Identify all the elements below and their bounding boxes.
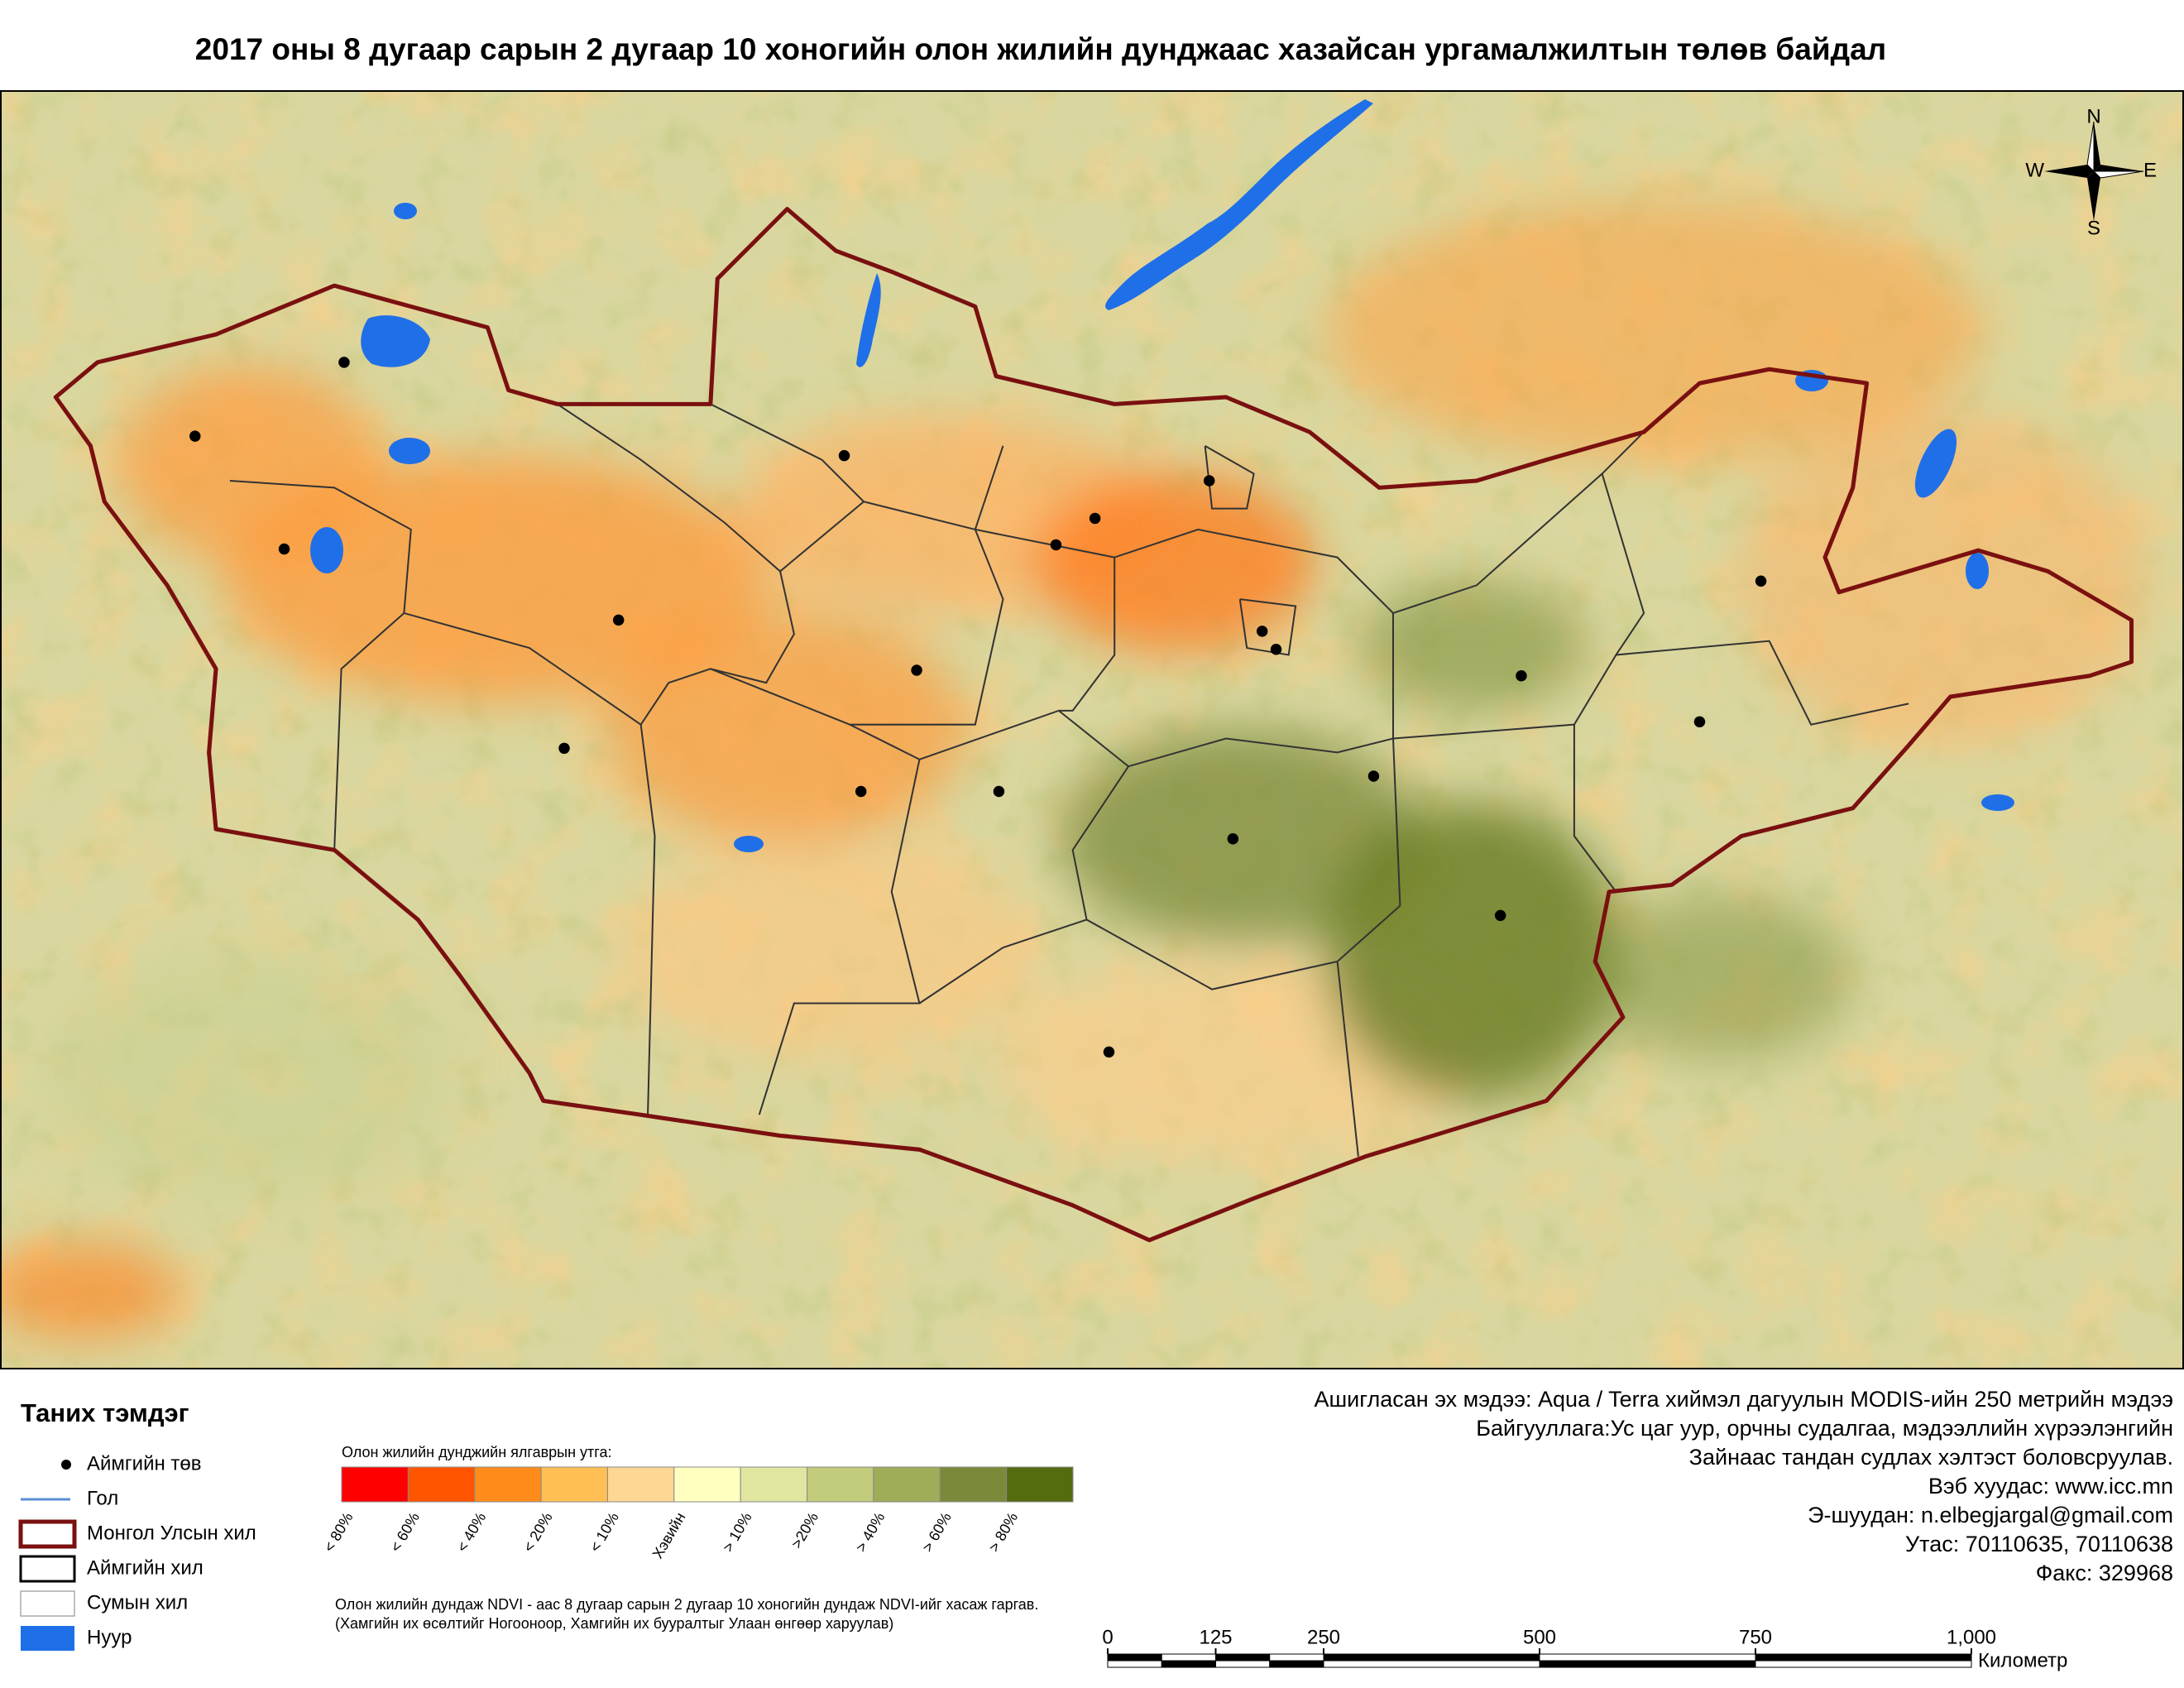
color-class-label: > 60%: [919, 1509, 955, 1555]
scale-unit: Километр: [1978, 1649, 2067, 1671]
credits: Ашигласан эх мэдээ: Aqua / Terra хиймэл …: [1314, 1387, 2173, 1585]
color-class: [407, 1466, 476, 1503]
compass-label: W: [2025, 159, 2044, 181]
symbol-box: [20, 1590, 75, 1617]
scale-tick-label: 250: [1307, 1626, 1340, 1648]
scale-segment: [1107, 1660, 1162, 1668]
color-class-label: < 80%: [320, 1509, 356, 1555]
map-title: 2017 оны 8 дугаар сарын 2 дугаар 10 хоно…: [195, 32, 1886, 66]
scale-segment: [1161, 1653, 1216, 1662]
lake: [310, 527, 343, 573]
color-class-label: < 40%: [453, 1509, 489, 1555]
lake: [394, 203, 417, 219]
scale-tick-label: 750: [1739, 1626, 1772, 1648]
color-class: [1006, 1466, 1074, 1503]
scale-segment: [1269, 1660, 1324, 1668]
compass-label: N: [2086, 105, 2100, 127]
symbol-box: [18, 1519, 77, 1549]
lake: [856, 273, 881, 367]
map-frame: [0, 90, 2184, 1369]
color-class-label: > 80%: [985, 1509, 1021, 1555]
legend-label: Гол: [87, 1487, 118, 1509]
compass: N E S W: [2025, 105, 2157, 239]
aimag-borders: [229, 403, 1909, 1157]
compass-label: E: [2143, 159, 2157, 181]
scale-segment: [1539, 1653, 1756, 1662]
color-class-label: < 60%: [387, 1509, 423, 1555]
lake: [1966, 553, 1989, 589]
lakes: [310, 99, 2014, 852]
color-class: [540, 1466, 608, 1503]
credit-line: Байгууллага:Ус цаг уур, орчны судалгаа, …: [1476, 1416, 2173, 1441]
scale-tick-label: 125: [1199, 1626, 1232, 1648]
color-class-label: < 20%: [520, 1509, 556, 1555]
symbol-dot: [61, 1460, 71, 1470]
lake: [1914, 429, 1957, 498]
scale-segment: [1269, 1653, 1324, 1662]
scale-segment: [1755, 1660, 1972, 1668]
aimag-centers: [189, 357, 1767, 1058]
lake: [1105, 99, 1373, 310]
credit-line: Ашигласан эх мэдээ: Aqua / Terra хиймэл …: [1314, 1387, 2173, 1412]
legend-label: Сумын хил: [87, 1591, 188, 1614]
scale-segment: [1215, 1660, 1271, 1668]
scale-segment: [1755, 1653, 1972, 1662]
lake: [389, 438, 430, 464]
scale-tick-label: 500: [1523, 1626, 1556, 1648]
credit-line: Утас: 70110635, 70110638: [1905, 1532, 2173, 1556]
symbol-box: [21, 1626, 74, 1651]
color-class-label: Хэвийн: [649, 1509, 689, 1561]
color-class-label: > 40%: [852, 1509, 888, 1555]
note: Олон жилийн дундаж NDVI - аас 8 дугаар с…: [335, 1596, 1038, 1613]
scale-tick-label: 0: [1102, 1626, 1113, 1648]
color-class-label: > 10%: [720, 1509, 755, 1555]
legend-title: Таних тэмдэг: [21, 1398, 189, 1427]
color-class: [873, 1466, 941, 1503]
scale-segment: [1323, 1653, 1540, 1662]
credit-line: Э-шуудан: n.elbegjargal@gmail.com: [1808, 1503, 2173, 1527]
country-border: [53, 207, 2134, 1243]
color-class: [807, 1466, 874, 1503]
legend-label: Нуур: [87, 1626, 132, 1648]
scale-segment: [1161, 1660, 1216, 1668]
credit-line: Вэб хуудас: www.icc.mn: [1928, 1474, 2173, 1499]
color-class: [606, 1466, 675, 1503]
scale-tick-label: 1,000: [1947, 1626, 1996, 1648]
legend-label: Аймгийн хил: [87, 1556, 204, 1579]
note: (Хамгийн их өсөлтийг Ногооноор, Хамгийн …: [335, 1615, 893, 1632]
credit-line: Факс: 329968: [2036, 1561, 2173, 1585]
color-class: [673, 1466, 741, 1503]
lake: [734, 836, 764, 852]
color-class: [740, 1466, 808, 1503]
legend: Таних тэмдэг Аймгийн төв Гол Монгол Улсын …: [18, 1398, 256, 1651]
borders: [53, 207, 2134, 1243]
scale-segment: [1539, 1660, 1756, 1668]
color-scale: Олон жилийн дунджийн ялгаврын утга: < 80…: [320, 1444, 1074, 1561]
lake: [361, 315, 430, 367]
color-class-label: >20%: [788, 1509, 822, 1551]
color-scale-title: Олон жилийн дунджийн ялгаврын утга:: [342, 1444, 611, 1460]
color-class-label: < 10%: [587, 1509, 622, 1555]
scale-segment: [1323, 1660, 1540, 1668]
color-class: [341, 1466, 409, 1503]
credit-line: Зайнаас тандан судлах хэлтэст боловсруул…: [1689, 1445, 2173, 1470]
symbol-box: [19, 1555, 76, 1583]
color-class: [939, 1466, 1008, 1503]
legend-label: Аймгийн төв: [87, 1452, 202, 1475]
compass-label: S: [2087, 217, 2100, 239]
lake: [1981, 794, 2014, 811]
color-class: [474, 1466, 542, 1503]
map: N E S W: [0, 91, 2184, 1369]
scale-segment: [1107, 1653, 1162, 1662]
scale-segment: [1215, 1653, 1271, 1662]
legend-label: Монгол Улсын хил: [87, 1522, 256, 1544]
